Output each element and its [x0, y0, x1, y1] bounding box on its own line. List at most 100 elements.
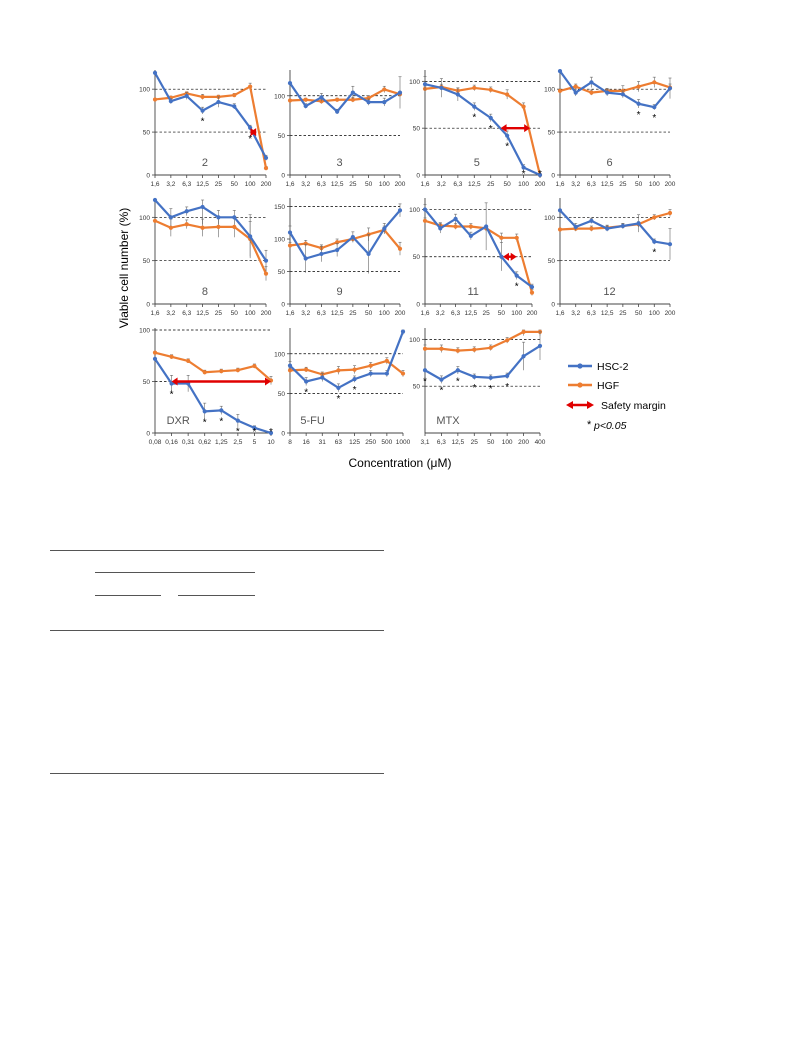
hsc2-data-point [667, 242, 673, 247]
hgf-series-line [289, 228, 401, 250]
table-subgroup-rule-right [178, 595, 255, 596]
y-tick-label: 100 [274, 93, 285, 100]
hsc2-data-point [184, 209, 189, 214]
hsc2-data-point [268, 430, 274, 436]
x-tick-label: 200 [395, 310, 406, 317]
hsc2-series-line [289, 209, 401, 260]
hsc2-data-point [455, 92, 460, 97]
x-tick-label: 25 [349, 310, 357, 317]
x-tick-label: 50 [635, 181, 643, 188]
hsc2-data-point [605, 90, 610, 95]
panel-2: 0 50 100 1,6 3,2 6,3 12,5 25 50 100 200 * * 2 [139, 70, 272, 188]
hsc2-data-point [200, 108, 205, 113]
y-tick-label: 0 [281, 173, 285, 180]
hsc2-data-point [620, 223, 625, 229]
panel-label: 3 [336, 157, 342, 169]
x-tick-label: 25 [215, 310, 223, 317]
significance-star: * [522, 169, 526, 180]
hsc2-series-line [154, 199, 267, 262]
x-tick-label: 125 [349, 439, 360, 446]
hgf-data-point [505, 92, 510, 97]
hsc2-data-point [303, 103, 308, 109]
significance-star: * [236, 427, 240, 438]
hsc2-data-point [200, 204, 205, 210]
hgf-data-point [652, 215, 657, 220]
y-tick-label: 50 [413, 254, 421, 261]
significance-star: * [652, 248, 656, 259]
hgf-series-line [154, 219, 268, 275]
x-tick-label: 200 [527, 310, 538, 317]
hgf-data-point [455, 348, 460, 353]
hsc2-data-point [537, 343, 543, 349]
x-tick-label: 0,08 [149, 439, 162, 446]
x-tick-label: 6,3 [317, 310, 326, 317]
hsc2-data-point [499, 254, 504, 259]
x-tick-label: 1,6 [150, 181, 159, 188]
x-tick-label: 100 [511, 310, 522, 317]
hgf-data-point [521, 329, 526, 334]
x-tick-label: 400 [535, 439, 546, 446]
hsc2-data-point [557, 208, 563, 213]
hsc2-data-point [350, 234, 355, 240]
x-tick-label: 1,6 [555, 181, 564, 188]
significance-star: * [505, 382, 509, 393]
x-tick-label: 12,5 [196, 181, 209, 188]
hgf-data-point [152, 97, 158, 102]
hsc2-data-point [232, 215, 237, 220]
hgf-data-point [488, 345, 493, 350]
hgf-data-point [335, 97, 340, 102]
x-tick-label: 100 [518, 181, 529, 188]
hgf-data-point [352, 367, 357, 372]
hsc2-data-point [422, 368, 428, 373]
x-tick-label: 25 [619, 181, 627, 188]
y-tick-label: 50 [278, 391, 286, 398]
x-tick-label: 200 [261, 181, 272, 188]
x-tick-label: 1,25 [215, 439, 228, 446]
hgf-series-line [154, 85, 268, 169]
hgf-data-point [368, 363, 373, 368]
x-tick-label: 200 [261, 310, 272, 317]
hsc2-data-point [605, 226, 610, 231]
significance-star: * [489, 124, 493, 135]
hsc2-data-point [505, 373, 510, 378]
x-tick-label: 12,5 [601, 310, 614, 317]
hgf-data-point [184, 222, 189, 227]
legend-hsc2-label: HSC-2 [597, 361, 629, 373]
y-tick-label: 0 [551, 173, 555, 180]
legend-hgf-label: HGF [597, 380, 619, 392]
x-tick-label: 50 [231, 181, 239, 188]
hsc2-data-point [287, 80, 293, 86]
safety-margin-arrowhead-right [250, 128, 257, 137]
x-tick-label: 25 [349, 181, 357, 188]
hsc2-series-line [424, 344, 541, 381]
hsc2-data-point [439, 85, 444, 91]
hsc2-data-point [422, 207, 428, 212]
legend-safety-label: Safety margin [601, 400, 666, 412]
hgf-data-point [336, 368, 341, 373]
panel-mtx: 50 100 3,1 6,3 12,5 25 50 100 200 400 * * * * * * MTX [409, 328, 546, 446]
hgf-data-point [232, 93, 237, 98]
hsc2-data-point [219, 408, 224, 413]
hgf-data-point [439, 346, 444, 351]
significance-star: * [219, 416, 223, 427]
y-tick-label: 50 [413, 384, 421, 391]
hgf-data-point [557, 88, 563, 93]
x-tick-label: 0,31 [182, 439, 195, 446]
hsc2-data-point [557, 69, 563, 74]
x-tick-label: 12,5 [468, 181, 481, 188]
x-tick-label: 0,62 [198, 439, 211, 446]
y-tick-label: 100 [409, 79, 420, 86]
hsc2-data-point [184, 93, 189, 99]
hsc2-data-point [304, 379, 309, 384]
hsc2-data-point [169, 381, 174, 386]
x-tick-label: 25 [471, 439, 479, 446]
table-bottom-rule [50, 773, 384, 774]
hsc2-data-point [252, 425, 257, 430]
safety-margin-arrowhead-right [524, 124, 531, 133]
hsc2-data-point [589, 218, 594, 223]
legend-significance-star: * [587, 419, 592, 431]
hsc2-data-point [152, 356, 158, 361]
hsc2-data-point [521, 354, 526, 359]
